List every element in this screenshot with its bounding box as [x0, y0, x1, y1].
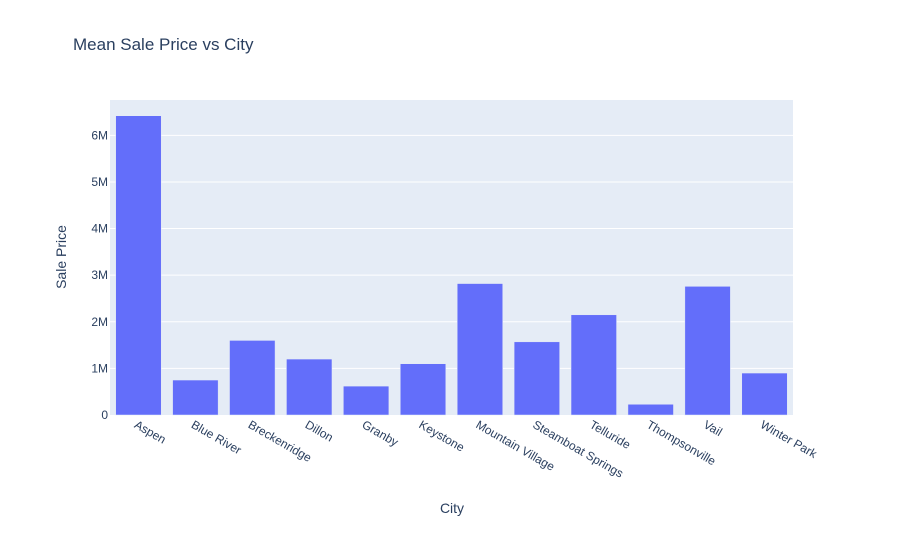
- y-tick-label: 6M: [91, 128, 108, 142]
- bar-aspen[interactable]: [115, 115, 162, 416]
- bars: [115, 115, 788, 416]
- x-tick-label: Breckenridge: [246, 417, 315, 465]
- bar-breckenridge[interactable]: [229, 340, 276, 416]
- bar-dillon[interactable]: [286, 358, 333, 416]
- x-tick-label: Granby: [360, 417, 401, 449]
- bar-blue-river[interactable]: [172, 379, 219, 416]
- y-axis-ticks: 0 1M 2M 3M 4M 5M 6M: [91, 128, 108, 422]
- plot-area: [110, 100, 793, 415]
- bar-thompsonville[interactable]: [627, 404, 674, 416]
- x-tick-label: Blue River: [189, 417, 244, 457]
- bar-mountain-village[interactable]: [456, 283, 503, 416]
- x-tick-label: Aspen: [132, 417, 168, 446]
- x-tick-label: Telluride: [587, 417, 633, 452]
- y-tick-label: 1M: [91, 361, 108, 375]
- bar-granby[interactable]: [343, 385, 390, 416]
- x-tick-label: Vail: [701, 417, 725, 439]
- x-axis-title: City: [440, 500, 464, 516]
- chart-title: Mean Sale Price vs City: [73, 35, 254, 54]
- x-tick-label: Winter Park: [758, 417, 820, 461]
- gridlines: [110, 134, 793, 369]
- bar-telluride[interactable]: [570, 314, 617, 416]
- x-tick-label: Dillon: [303, 417, 336, 444]
- y-tick-label: 4M: [91, 222, 108, 236]
- bar-keystone[interactable]: [400, 363, 447, 416]
- bar-steamboat-springs[interactable]: [513, 341, 560, 416]
- y-tick-label: 3M: [91, 268, 108, 282]
- bar-winter-park[interactable]: [741, 372, 788, 416]
- bar-vail[interactable]: [684, 286, 731, 416]
- x-tick-label: Keystone: [417, 417, 468, 454]
- y-tick-label: 2M: [91, 315, 108, 329]
- y-axis-title: Sale Price: [53, 225, 69, 289]
- y-tick-label: 5M: [91, 175, 108, 189]
- y-tick-label: 0: [101, 408, 108, 422]
